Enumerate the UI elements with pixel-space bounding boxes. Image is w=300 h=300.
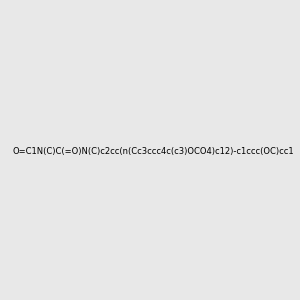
- Text: O=C1N(C)C(=O)N(C)c2cc(n(Cc3ccc4c(c3)OCO4)c12)-c1ccc(OC)cc1: O=C1N(C)C(=O)N(C)c2cc(n(Cc3ccc4c(c3)OCO4…: [13, 147, 295, 156]
